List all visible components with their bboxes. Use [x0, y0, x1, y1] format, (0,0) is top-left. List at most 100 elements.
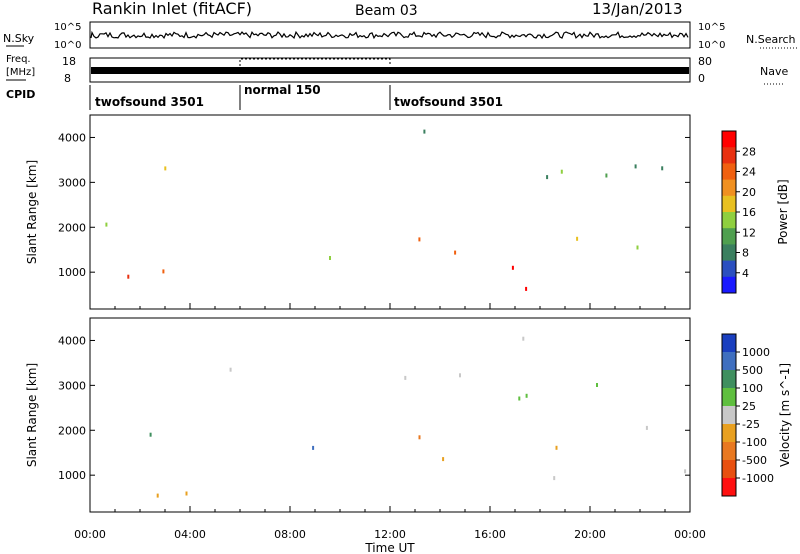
data-region	[553, 469, 687, 481]
data-cell	[645, 425, 648, 430]
cpid-segment-3: twofsound 3501	[394, 95, 503, 109]
data-region	[555, 425, 648, 450]
colorbar-swatch	[722, 334, 736, 353]
colorbar-tick-label: 12	[742, 226, 756, 239]
data-region	[164, 166, 167, 171]
data-region	[156, 491, 188, 498]
data-cell	[525, 393, 528, 398]
x-tick-label: 12:00	[374, 528, 406, 541]
power-panel: 1000 2000 3000 4000 Slant Range [km] 28 24 20…	[25, 114, 790, 310]
noise-left-tick-bottom: 10^0	[54, 40, 81, 51]
velocity-panel-frame	[89, 317, 691, 513]
velocity-x-ticks	[89, 506, 691, 512]
data-region	[511, 265, 528, 291]
noise-panel-frame	[89, 21, 691, 49]
x-axis-title: Time UT	[364, 541, 415, 554]
data-region	[127, 269, 165, 279]
x-tick-label: 00:00	[674, 528, 706, 541]
nave-tick-top: 80	[698, 55, 712, 68]
data-region	[329, 256, 331, 260]
colorbar-swatch	[722, 212, 736, 229]
colorbar-swatch	[722, 352, 736, 371]
colorbar-tick-label: 16	[742, 206, 756, 219]
colorbar-tick-label: 500	[742, 364, 763, 377]
colorbar-tick-label: -100	[742, 436, 767, 449]
time-axis-labels: 00:00 04:00 08:00 12:00 16:00 20:00 00:00	[74, 528, 706, 541]
noise-right-tick-top: 10^5	[698, 22, 725, 33]
colorbar-swatch	[722, 388, 736, 407]
y-tick-label: 4000	[58, 131, 86, 144]
colorbar-swatch	[722, 147, 736, 164]
y-tick-label: 4000	[58, 334, 86, 347]
data-cell	[454, 250, 457, 255]
power-ylabel: Slant Range [km]	[25, 160, 39, 264]
colorbar-tick-label: -25	[742, 418, 760, 431]
data-cell	[636, 245, 639, 250]
data-region	[312, 445, 315, 450]
nave-trace	[239, 58, 391, 66]
velocity-scatter	[149, 336, 687, 498]
x-tick-label: 16:00	[474, 528, 506, 541]
freq-label-line1: Freq.	[6, 54, 31, 65]
data-cell	[459, 373, 461, 378]
colorbar-swatch	[722, 442, 736, 461]
x-tick-label: 20:00	[574, 528, 606, 541]
colorbar-swatch	[722, 424, 736, 443]
data-cell	[127, 274, 130, 279]
freq-label-line2: [MHz]	[6, 67, 35, 78]
colorbar-tick-label: 24	[742, 166, 756, 179]
y-tick-label: 1000	[58, 266, 86, 279]
date-label: 13/Jan/2013	[592, 0, 683, 18]
colorbar-swatch	[722, 460, 736, 479]
colorbar-swatch	[722, 276, 736, 294]
colorbar-tick-label: 8	[742, 247, 749, 260]
colorbar-swatch	[722, 195, 736, 213]
noise-left-label: N.Sky	[3, 32, 35, 45]
y-tick-label: 1000	[58, 469, 86, 482]
power-y-axis: 1000 2000 3000 4000	[58, 131, 690, 279]
power-scatter	[105, 129, 664, 291]
y-tick-label: 3000	[58, 379, 86, 392]
colorbar-tick-label: 25	[742, 400, 756, 413]
data-region	[423, 129, 664, 180]
colorbar-swatch	[722, 370, 736, 389]
colorbar-tick-label: 4	[742, 267, 749, 280]
colorbar-tick-label: -500	[742, 454, 767, 467]
data-cell	[418, 237, 421, 242]
data-cell	[605, 173, 608, 178]
y-tick-label: 2000	[58, 221, 86, 234]
colorbar-frame	[721, 333, 737, 497]
data-cell	[576, 236, 579, 241]
nave-tick-bottom: 0	[698, 72, 705, 85]
data-region	[149, 432, 152, 437]
noise-left-tick-top: 10^5	[54, 22, 81, 33]
data-cell	[105, 222, 108, 227]
colorbar-tick-label: -1000	[742, 472, 774, 485]
power-colorbar-label: Power [dB]	[776, 179, 790, 244]
velocity-y-axis: 1000 2000 3000 4000	[58, 334, 690, 482]
data-region	[576, 236, 639, 250]
colorbar-swatch	[722, 478, 736, 497]
data-cell	[596, 383, 598, 387]
data-cell	[164, 166, 167, 171]
data-cell	[404, 375, 407, 380]
colorbar-tick-label: 1000	[742, 346, 770, 359]
colorbar-swatch	[722, 406, 736, 425]
data-cell	[661, 166, 664, 171]
freq-tick-bottom: 8	[64, 72, 71, 85]
data-cell	[560, 169, 563, 174]
power-x-ticks	[89, 303, 691, 309]
noise-right-tick-bottom: 10^0	[698, 40, 725, 51]
noise-trace	[90, 30, 689, 40]
freq-panel-frame	[89, 57, 691, 83]
cpid-segment-2: normal 150	[244, 83, 321, 97]
colorbar-tick-label: 28	[742, 145, 756, 158]
cpid-strip: CPID twofsound 3501 normal 150 twofsound…	[6, 83, 503, 110]
data-cell	[229, 367, 232, 372]
velocity-colorbar-label: Velocity [m s^-1]	[778, 363, 792, 467]
data-cell	[442, 457, 445, 462]
data-cell	[518, 396, 521, 401]
noise-right-label: N.Search	[746, 33, 796, 46]
data-cell	[162, 269, 165, 274]
data-cell	[634, 164, 637, 169]
